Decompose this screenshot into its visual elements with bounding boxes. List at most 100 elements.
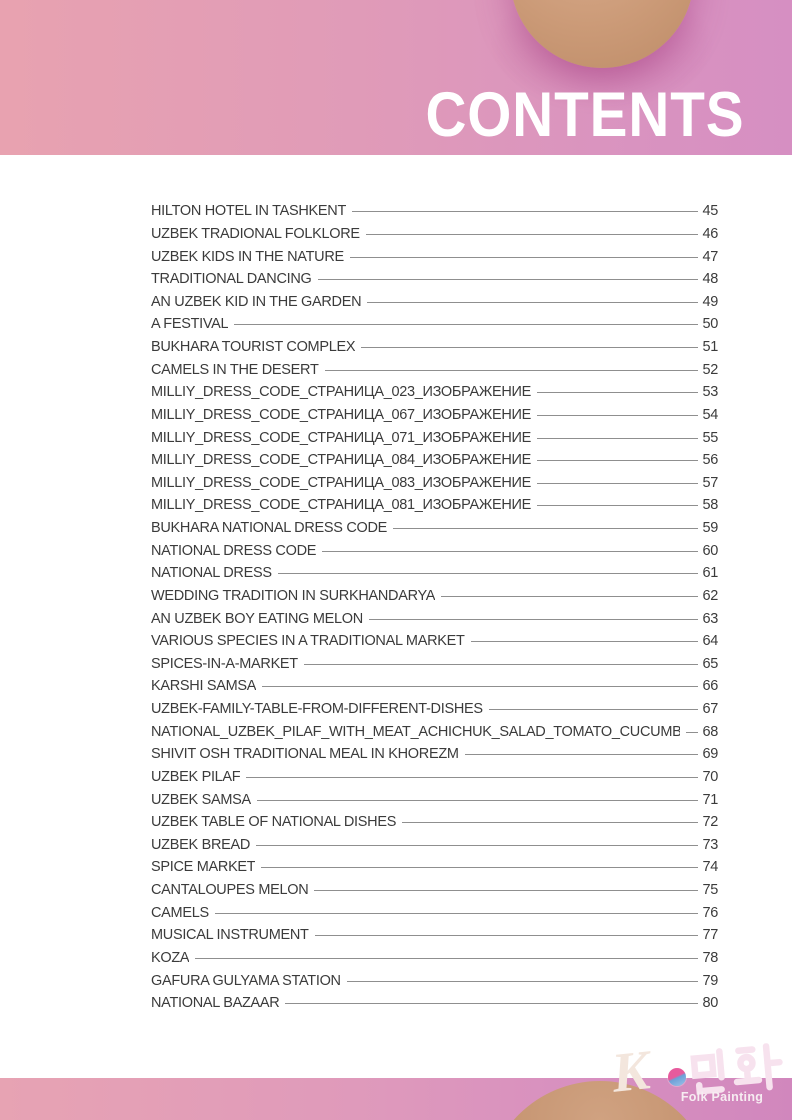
toc-row[interactable]: UZBEK TABLE OF NATIONAL DISHES 72 xyxy=(151,811,718,834)
toc-page-number: 74 xyxy=(702,859,718,876)
toc-row[interactable]: WEDDING TRADITION IN SURKHANDARYA 62 xyxy=(151,585,718,608)
toc-row[interactable]: BUKHARA NATIONAL DRESS CODE 59 xyxy=(151,517,718,540)
toc-title: BUKHARA NATIONAL DRESS CODE xyxy=(151,520,388,537)
toc-title: MILLIY_DRESS_CODE_СТРАНИЦА_081_ИЗОБРАЖЕН… xyxy=(151,497,532,514)
toc-title: A FESTIVAL xyxy=(151,316,229,333)
toc-row[interactable]: KOZA 78 xyxy=(151,947,718,970)
toc-leader-line xyxy=(256,844,698,846)
toc-row[interactable]: SPICE MARKET 74 xyxy=(151,856,718,879)
toc-row[interactable]: SHIVIT OSH TRADITIONAL MEAL IN KHOREZM 6… xyxy=(151,743,718,766)
toc-page-number: 65 xyxy=(702,655,718,672)
toc-row[interactable]: NATIONAL_UZBEK_PILAF_WITH_MEAT_ACHICHUK_… xyxy=(151,720,718,743)
toc-leader-line xyxy=(314,935,698,937)
toc-title: UZBEK KIDS IN THE NATURE xyxy=(151,248,344,265)
toc-title: VARIOUS SPECIES IN A TRADITIONAL MARKET xyxy=(151,633,465,650)
toc-row[interactable]: AN UZBEK KID IN THE GARDEN 49 xyxy=(151,291,718,314)
toc-leader-line xyxy=(537,414,698,416)
toc-title: MILLIY_DRESS_CODE_СТРАНИЦА_067_ИЗОБРАЖЕН… xyxy=(151,406,532,423)
toc-row[interactable]: UZBEK KIDS IN THE NATURE 47 xyxy=(151,245,718,268)
toc-page-number: 50 xyxy=(702,316,718,333)
toc-leader-line xyxy=(246,776,698,778)
logo-subtitle: Folk Painting xyxy=(680,1090,764,1104)
toc-row[interactable]: NATIONAL DRESS 61 xyxy=(151,562,718,585)
toc-leader-line xyxy=(686,731,698,733)
toc-row[interactable]: CAMELS IN THE DESERT 52 xyxy=(151,358,718,381)
toc-row[interactable]: A FESTIVAL 50 xyxy=(151,313,718,336)
toc-row[interactable]: NATIONAL DRESS CODE 60 xyxy=(151,539,718,562)
toc-page-number: 62 xyxy=(702,587,718,604)
toc-title: MILLIY_DRESS_CODE_СТРАНИЦА_071_ИЗОБРАЖЕН… xyxy=(151,429,532,446)
toc-leader-line xyxy=(537,460,698,462)
toc-page-number: 57 xyxy=(702,474,718,491)
toc-title: UZBEK TRADIONAL FOLKLORE xyxy=(151,225,360,242)
toc-row[interactable]: TRADITIONAL DANCING 48 xyxy=(151,268,718,291)
toc-row[interactable]: SPICES-IN-A-MARKET 65 xyxy=(151,653,718,676)
decorative-circle-top xyxy=(510,0,694,68)
toc-leader-line xyxy=(261,867,698,869)
toc-row[interactable]: CAMELS 76 xyxy=(151,901,718,924)
toc-title: MILLIY_DRESS_CODE_СТРАНИЦА_084_ИЗОБРАЖЕН… xyxy=(151,452,532,469)
toc-title: UZBEK PILAF xyxy=(151,768,241,785)
toc-leader-line xyxy=(195,957,698,959)
toc-row[interactable]: NATIONAL BAZAAR 80 xyxy=(151,992,718,1015)
toc-row[interactable]: MILLIY_DRESS_CODE_СТРАНИЦА_023_ИЗОБРАЖЕН… xyxy=(151,381,718,404)
toc-page-number: 56 xyxy=(702,452,718,469)
toc-page-number: 77 xyxy=(702,927,718,944)
brand-logo: K Folk Painting xyxy=(606,1039,786,1108)
toc-row[interactable]: MUSICAL INSTRUMENT 77 xyxy=(151,924,718,947)
toc-leader-line xyxy=(352,211,698,213)
toc-leader-line xyxy=(322,550,698,552)
toc-page-number: 78 xyxy=(702,949,718,966)
toc-page-number: 59 xyxy=(702,520,718,537)
toc-page-number: 67 xyxy=(702,701,718,718)
toc-row[interactable]: UZBEK-FAMILY-TABLE-FROM-DIFFERENT-DISHES… xyxy=(151,698,718,721)
toc-page-number: 55 xyxy=(702,429,718,446)
toc-row[interactable]: MILLIY_DRESS_CODE_СТРАНИЦА_084_ИЗОБРАЖЕН… xyxy=(151,449,718,472)
toc-page-number: 72 xyxy=(702,814,718,831)
toc-title: TRADITIONAL DANCING xyxy=(151,271,312,288)
toc-title: CAMELS IN THE DESERT xyxy=(151,361,319,378)
toc-row[interactable]: VARIOUS SPECIES IN A TRADITIONAL MARKET … xyxy=(151,630,718,653)
toc-leader-line xyxy=(393,528,698,530)
toc-leader-line xyxy=(256,799,698,801)
toc-leader-line xyxy=(537,437,698,439)
toc-page-number: 51 xyxy=(702,339,718,356)
toc-row[interactable]: UZBEK TRADIONAL FOLKLORE 46 xyxy=(151,223,718,246)
toc-leader-line xyxy=(346,980,698,982)
toc-leader-line xyxy=(214,912,698,914)
page-header: CONTENTS xyxy=(0,0,792,155)
toc-row[interactable]: UZBEK BREAD 73 xyxy=(151,834,718,857)
toc-title: UZBEK SAMSA xyxy=(151,791,251,808)
toc-row[interactable]: HILTON HOTEL IN TASHKENT 45 xyxy=(151,200,718,223)
toc-row[interactable]: BUKHARA TOURIST COMPLEX 51 xyxy=(151,336,718,359)
toc-row[interactable]: AN UZBEK BOY EATING MELON 63 xyxy=(151,607,718,630)
toc-title: UZBEK TABLE OF NATIONAL DISHES xyxy=(151,814,397,831)
toc-row[interactable]: MILLIY_DRESS_CODE_СТРАНИЦА_081_ИЗОБРАЖЕН… xyxy=(151,494,718,517)
toc-page-number: 52 xyxy=(702,361,718,378)
toc-row[interactable]: UZBEK SAMSA 71 xyxy=(151,788,718,811)
toc-page-number: 69 xyxy=(702,746,718,763)
toc-page-number: 80 xyxy=(702,995,718,1012)
toc-title: MUSICAL INSTRUMENT xyxy=(151,927,309,944)
toc-page-number: 75 xyxy=(702,882,718,899)
table-of-contents: HILTON HOTEL IN TASHKENT 45 UZBEK TRADIO… xyxy=(151,200,718,1015)
toc-row[interactable]: GAFURA GULYAMA STATION 79 xyxy=(151,969,718,992)
toc-row[interactable]: MILLIY_DRESS_CODE_СТРАНИЦА_071_ИЗОБРАЖЕН… xyxy=(151,426,718,449)
toc-leader-line xyxy=(361,347,698,349)
logo-k-glyph: K xyxy=(608,1039,653,1105)
toc-page-number: 64 xyxy=(702,633,718,650)
toc-page-number: 63 xyxy=(702,610,718,627)
toc-page-number: 71 xyxy=(702,791,718,808)
toc-leader-line xyxy=(262,686,698,688)
toc-title: NATIONAL DRESS xyxy=(151,565,272,582)
toc-row[interactable]: MILLIY_DRESS_CODE_СТРАНИЦА_083_ИЗОБРАЖЕН… xyxy=(151,472,718,495)
page-title: CONTENTS xyxy=(424,80,744,150)
toc-row[interactable]: MILLIY_DRESS_CODE_СТРАНИЦА_067_ИЗОБРАЖЕН… xyxy=(151,404,718,427)
toc-title: CANTALOUPES MELON xyxy=(151,882,309,899)
toc-title: NATIONAL_UZBEK_PILAF_WITH_MEAT_ACHICHUK_… xyxy=(151,723,680,740)
toc-row[interactable]: CANTALOUPES MELON 75 xyxy=(151,879,718,902)
toc-row[interactable]: KARSHI SAMSA 66 xyxy=(151,675,718,698)
minhwa-calligraphy-icon xyxy=(690,1043,783,1095)
toc-row[interactable]: UZBEK PILAF 70 xyxy=(151,766,718,789)
toc-title: SPICES-IN-A-MARKET xyxy=(151,655,298,672)
